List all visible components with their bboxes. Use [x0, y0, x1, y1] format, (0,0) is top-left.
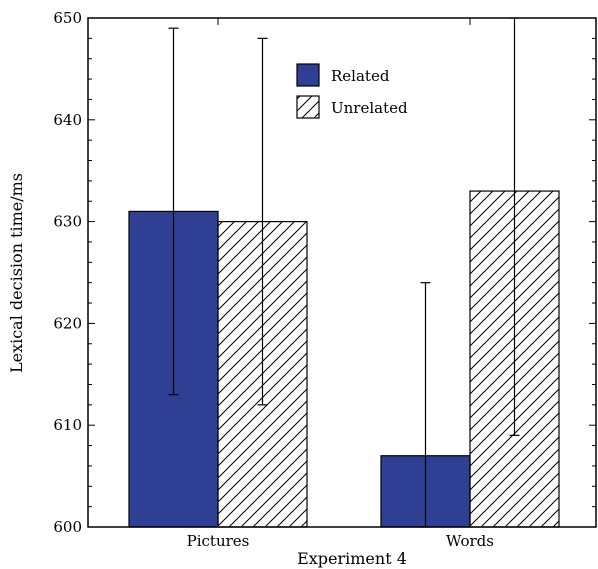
legend-swatch-related	[296, 63, 320, 87]
y-tick-label: 620	[53, 314, 82, 332]
y-tick-label: 610	[53, 416, 82, 434]
legend-label-related: Related	[331, 67, 390, 85]
y-tick-label: 600	[53, 518, 82, 536]
y-tick-label: 630	[53, 213, 82, 231]
y-tick-label: 640	[53, 111, 82, 129]
plot-frame	[87, 17, 597, 528]
y-tick-label: 650	[53, 9, 82, 27]
y-axis-title: Lexical decision time/ms	[7, 173, 26, 373]
legend-swatch-unrelated	[296, 95, 320, 119]
legend-label-unrelated: Unrelated	[331, 99, 408, 117]
x-tick-label-words: Words	[446, 532, 494, 550]
x-tick-label-pictures: Pictures	[187, 532, 250, 550]
x-axis-title: Experiment 4	[297, 549, 407, 568]
